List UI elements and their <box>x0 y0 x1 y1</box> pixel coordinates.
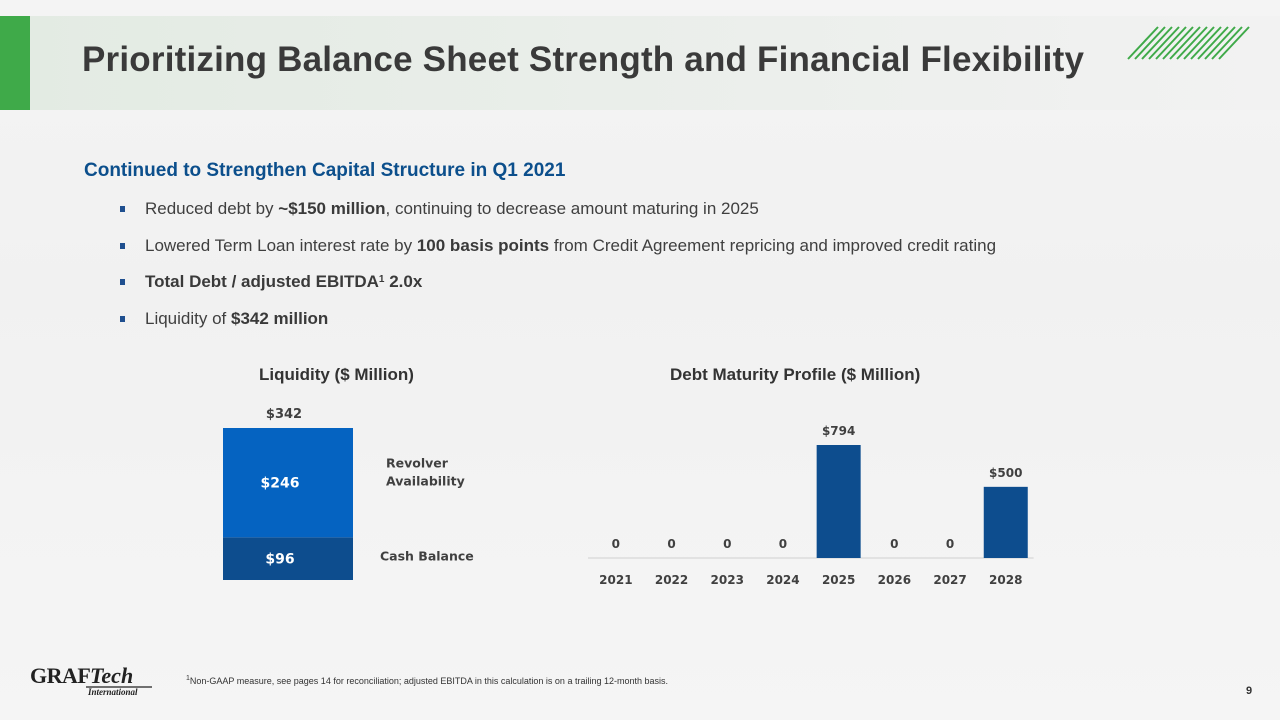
bullet-text: from Credit Agreement repricing and impr… <box>549 235 997 255</box>
page-title: Prioritizing Balance Sheet Strength and … <box>82 40 1085 79</box>
bullet-list: Reduced debt by ~$150 million, continuin… <box>120 198 996 344</box>
page-number: 9 <box>1246 685 1253 697</box>
bullet-text: Liquidity of <box>145 308 231 328</box>
debt-chart-title: Debt Maturity Profile ($ Million) <box>670 365 921 384</box>
decorative-stripes-icon <box>1127 26 1250 60</box>
liquidity-legend-label: Availability <box>386 474 465 489</box>
footnote-marker: 1 <box>186 675 190 682</box>
footnote-marker: 1 <box>378 274 385 285</box>
liquidity-chart-title: Liquidity ($ Million) <box>259 365 414 384</box>
debt-year-label: 2022 <box>655 573 688 587</box>
debt-year-label: 2024 <box>766 573 799 587</box>
debt-year-label: 2023 <box>711 573 744 587</box>
svg-text:GRAF: GRAF <box>30 663 90 688</box>
bullet-item: Lowered Term Loan interest rate by 100 b… <box>120 235 996 272</box>
debt-value-label: 0 <box>723 537 731 551</box>
footnote: 1Non-GAAP measure, see pages 14 for reco… <box>186 675 668 686</box>
liquidity-legend-label: Cash Balance <box>380 549 474 564</box>
bullet-square-icon <box>120 242 125 249</box>
debt-value-label: 0 <box>667 537 675 551</box>
svg-text:Tech: Tech <box>90 663 133 688</box>
debt-value-label: 0 <box>612 537 620 551</box>
debt-year-label: 2027 <box>933 573 966 587</box>
liquidity-bar-segment <box>223 428 353 538</box>
bullet-square-icon <box>120 279 125 285</box>
bullet-item: Reduced debt by ~$150 million, continuin… <box>120 198 996 235</box>
debt-value-label: $794 <box>822 424 855 438</box>
liquidity-segment-label: $96 <box>265 552 294 568</box>
liquidity-bar-segment <box>223 537 353 580</box>
bullet-square-icon <box>120 206 125 212</box>
bullet-bold: 2.0x <box>384 272 423 291</box>
bullet-bold: 100 basis points <box>416 235 550 255</box>
accent-bar <box>0 16 30 110</box>
bullet-text: Lowered Term Loan interest rate by <box>145 235 417 255</box>
debt-bar <box>983 486 1028 558</box>
debt-maturity-chart: 0 2021 0 2022 0 2023 0 2024 $794 2025 0 2026 0 2027 $5… <box>588 424 1034 587</box>
bullet-bold: $342 million <box>231 308 329 328</box>
debt-year-label: 2021 <box>599 573 632 587</box>
debt-value-label: 0 <box>946 537 954 551</box>
liquidity-chart: $96 Cash Balance $246 Revolver Availability $… <box>223 407 474 580</box>
debt-year-label: 2025 <box>822 573 855 587</box>
graftech-logo: GRAF Tech International <box>30 663 152 696</box>
debt-bar <box>816 445 861 558</box>
svg-text:International: International <box>87 687 138 696</box>
liquidity-legend-label: Revolver <box>386 456 449 471</box>
debt-value-label: 0 <box>890 537 898 551</box>
footnote-text: Non-GAAP measure, see pages 14 for recon… <box>189 676 668 686</box>
bullet-item: Liquidity of $342 million <box>120 308 996 345</box>
debt-value-label: 0 <box>779 537 787 551</box>
bullet-item: Total Debt / adjusted EBITDA1 2.0x <box>120 271 996 308</box>
debt-year-label: 2028 <box>989 573 1022 587</box>
bullet-bold: ~$150 million <box>278 199 386 218</box>
bullet-bold: Total Debt / adjusted EBITDA <box>145 272 379 291</box>
debt-year-label: 2026 <box>878 573 911 587</box>
liquidity-total-label: $342 <box>266 407 302 422</box>
title-band <box>30 16 1280 110</box>
liquidity-segment-label: $246 <box>261 476 300 492</box>
bullet-text: Reduced debt by <box>145 199 279 218</box>
section-subtitle: Continued to Strengthen Capital Structur… <box>84 160 566 181</box>
bullet-text: , continuing to decrease amount maturing… <box>385 199 759 218</box>
debt-value-label: $500 <box>989 466 1022 480</box>
bullet-square-icon <box>120 315 125 322</box>
